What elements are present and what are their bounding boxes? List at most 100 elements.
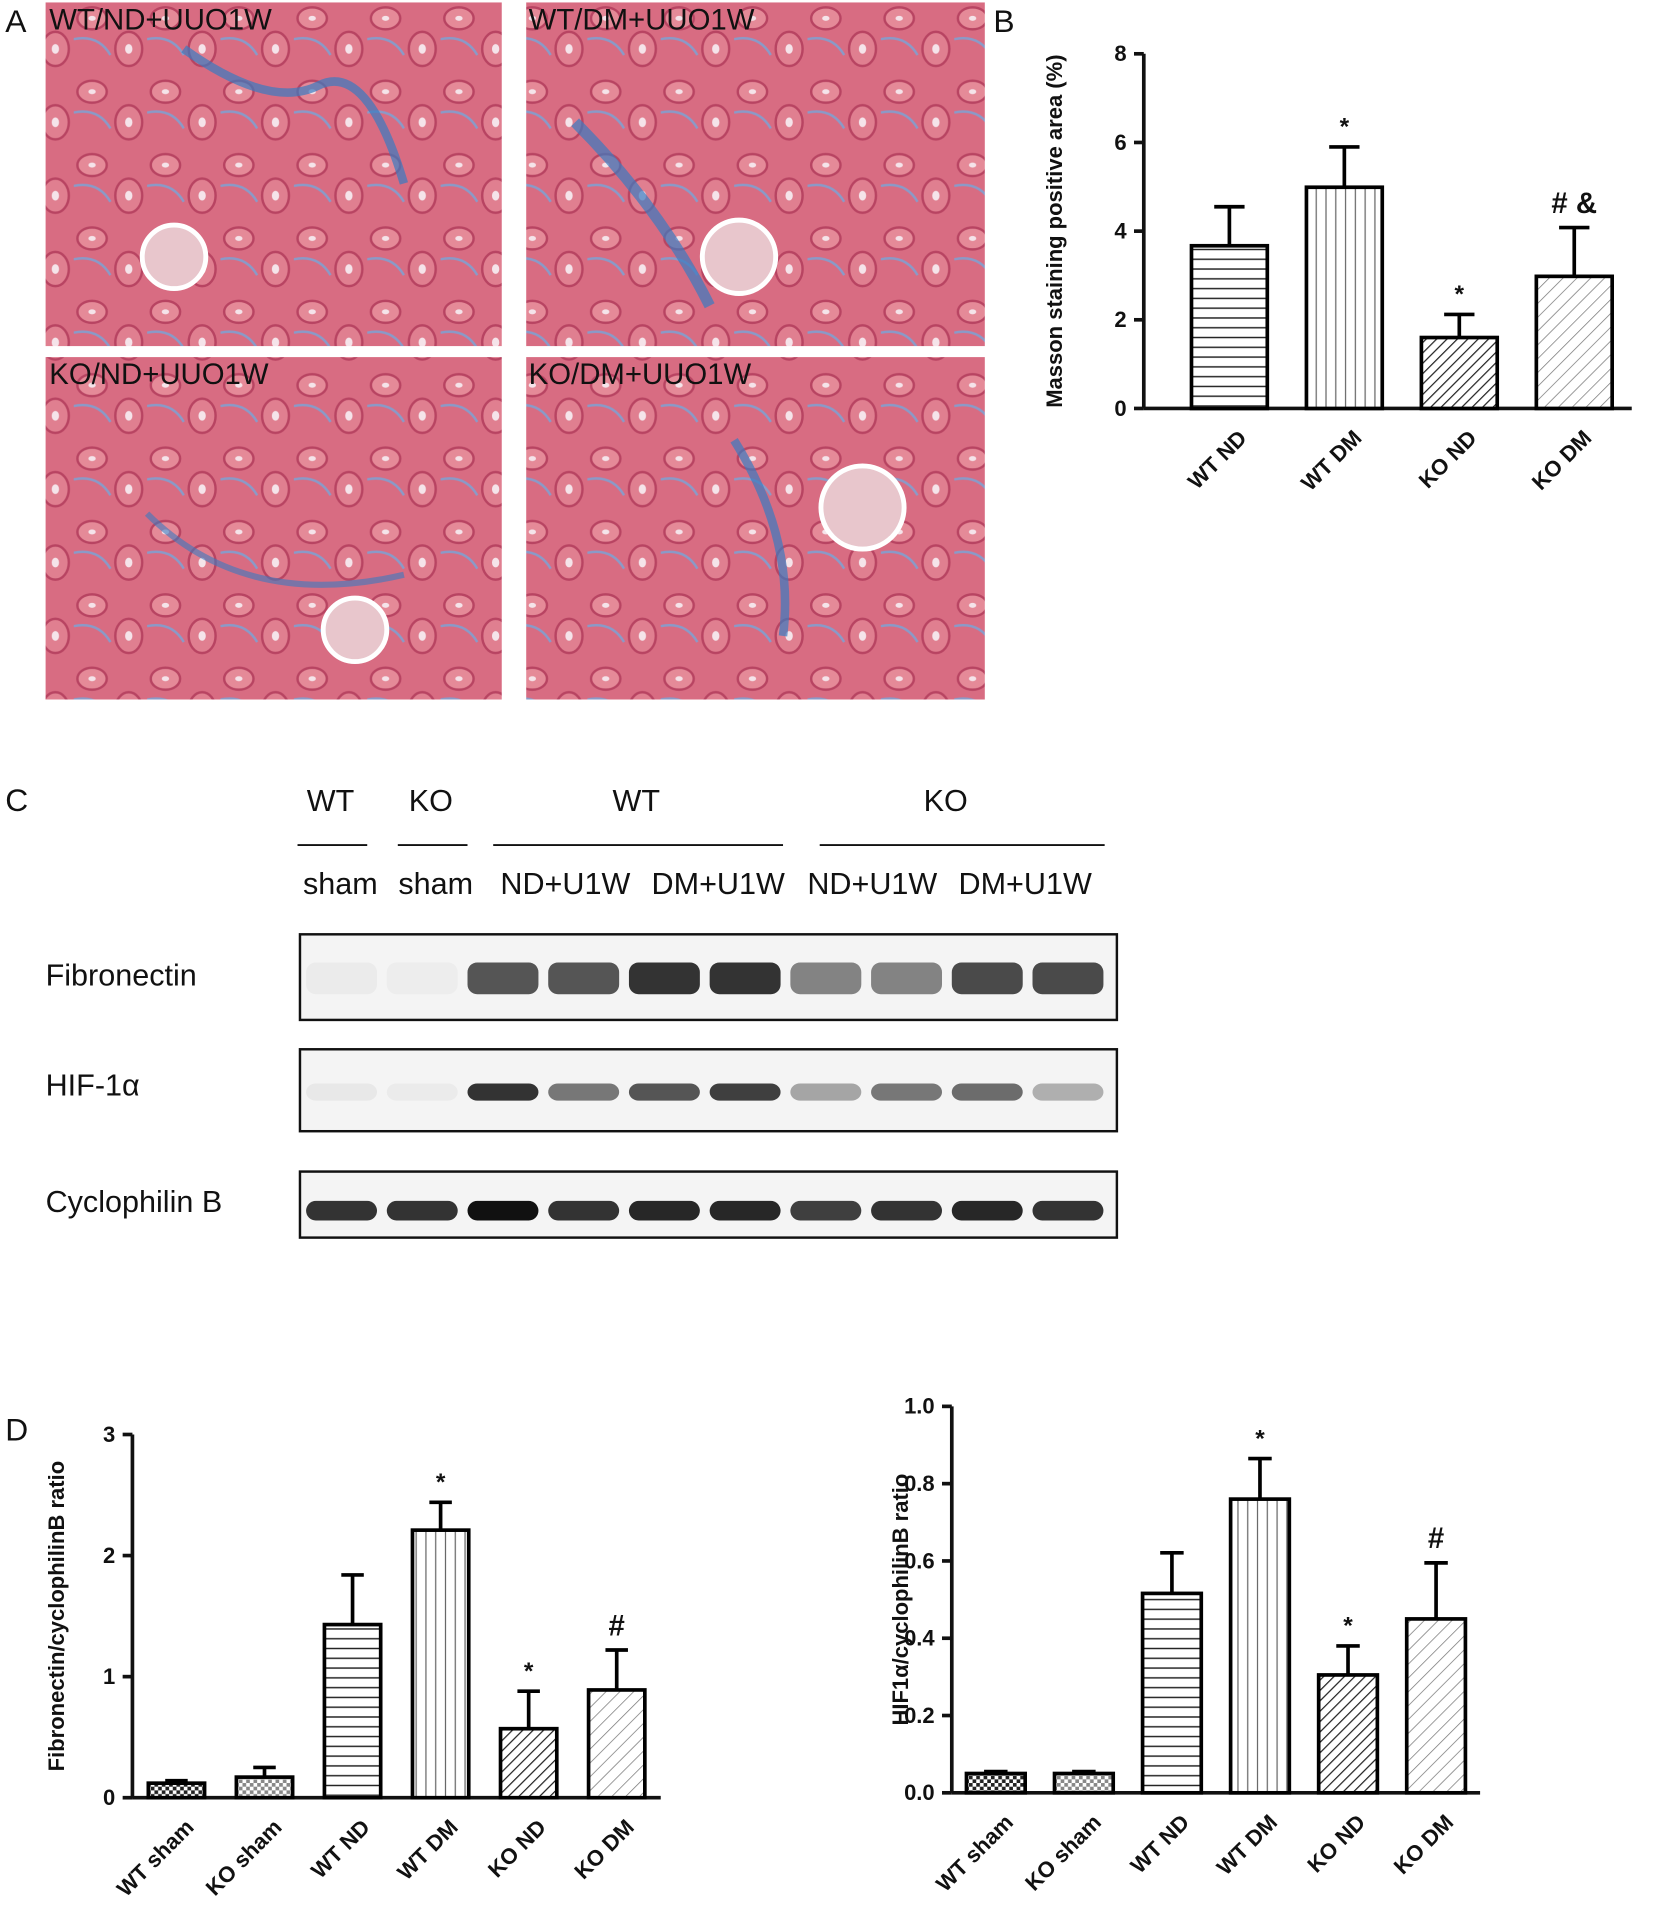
stain <box>144 511 405 588</box>
bar <box>146 1781 207 1800</box>
blot-band <box>386 1200 458 1221</box>
x-tick-label: KO DM <box>569 1814 639 1884</box>
bar <box>1534 274 1615 411</box>
bar-chart: 0 1 2 3 Fibronectin/cyclophilinB ratio WT sha… <box>44 1422 661 1901</box>
x-tick-label: WT DM <box>1212 1810 1282 1880</box>
bar <box>964 1771 1027 1795</box>
histology-label: KO/ND+UUO1W <box>49 358 269 391</box>
group-label: KO <box>924 784 968 818</box>
x-tick-label: KO sham <box>201 1814 287 1900</box>
histology-image <box>526 2 985 347</box>
blot-band <box>1032 1200 1104 1221</box>
x-tick-label: WT ND <box>306 1814 375 1883</box>
bar <box>1304 185 1385 411</box>
y-tick-label: 2 <box>1114 307 1126 332</box>
blot-band <box>548 1083 620 1101</box>
blot-band <box>1032 962 1104 995</box>
lane-label: ND+U1W <box>807 867 937 901</box>
bar <box>410 1528 471 1800</box>
x-tick-label: KO ND <box>1414 425 1482 493</box>
protein-label: Cyclophilin B <box>46 1185 223 1219</box>
blot-band <box>306 962 378 995</box>
blot-band <box>467 1083 539 1101</box>
x-tick-label: KO ND <box>1302 1810 1370 1878</box>
x-tick-label: KO DM <box>1527 425 1597 495</box>
histology-label: WT/ND+UUO1W <box>49 3 272 36</box>
panel-label: A <box>5 3 27 39</box>
x-tick-label: WT DM <box>1296 425 1366 495</box>
y-axis-label: Fibronectin/cyclophilinB ratio <box>44 1461 69 1771</box>
blot-band <box>871 1200 943 1221</box>
y-tick-label: 2 <box>103 1543 115 1568</box>
histology-image <box>526 357 985 700</box>
blot-band <box>306 1200 378 1221</box>
blot-band <box>951 1200 1023 1221</box>
blot-band <box>790 962 862 995</box>
stain <box>571 118 715 309</box>
panel-label: B <box>993 3 1014 39</box>
stain <box>181 45 409 185</box>
y-tick-label: 0.2 <box>904 1703 935 1728</box>
group-label: WT <box>307 784 355 818</box>
y-tick-label: 4 <box>1114 218 1127 243</box>
lane-label: ND+U1W <box>500 867 630 901</box>
x-tick-label: KO ND <box>483 1814 551 1882</box>
histology-image <box>45 357 502 700</box>
lane-label: sham <box>303 867 378 901</box>
blot-band <box>790 1083 862 1101</box>
y-tick-label: 0 <box>1114 396 1126 421</box>
blot-band <box>628 1083 700 1101</box>
bar <box>1140 1591 1204 1795</box>
significance-label: * <box>1255 1425 1265 1452</box>
y-tick-label: 3 <box>103 1422 115 1447</box>
bar <box>1404 1617 1468 1795</box>
x-tick-label: WT DM <box>392 1814 462 1884</box>
blot-band <box>790 1200 862 1221</box>
blot-band <box>871 1083 943 1101</box>
x-tick-label: KO sham <box>1020 1810 1106 1896</box>
panel-label: D <box>5 1412 28 1448</box>
histology-grid: WT/ND+UUO1W WT/DM+UUO1W KO/ND+UUO1W KO/D… <box>45 2 985 700</box>
bar <box>498 1726 559 1800</box>
x-tick-label: WT sham <box>112 1814 199 1901</box>
blot-band <box>871 962 943 995</box>
western-blot: WT KO WT KO sham sham ND+U1W DM+U1W ND+U… <box>46 784 1119 1239</box>
blot-band <box>548 962 620 995</box>
x-tick-label: WT ND <box>1183 425 1252 494</box>
blot-band <box>628 1200 700 1221</box>
protein-label: HIF-1α <box>46 1069 140 1103</box>
lane-label: DM+U1W <box>652 867 785 901</box>
blot-band <box>951 1083 1023 1101</box>
blot-band <box>709 1083 781 1101</box>
glomerulus <box>320 595 390 665</box>
significance-label: # <box>609 1609 625 1642</box>
histology-image <box>45 2 502 347</box>
blot-band <box>467 962 539 995</box>
y-axis-label: Masson staining positive area (%) <box>1042 54 1067 407</box>
blot-band <box>467 1200 539 1221</box>
significance-label: * <box>524 1658 534 1685</box>
y-tick-label: 0.8 <box>904 1471 935 1496</box>
blot-band <box>548 1200 620 1221</box>
y-axis-label: HIF1α/cyclophilinB ratio <box>888 1474 913 1726</box>
y-tick-label: 6 <box>1114 130 1126 155</box>
protein-label: Fibronectin <box>46 959 197 993</box>
bar <box>586 1688 647 1800</box>
x-tick-label: WT sham <box>931 1810 1018 1897</box>
y-tick-label: 0.0 <box>904 1780 935 1805</box>
bar <box>1419 335 1500 411</box>
y-tick-label: 1 <box>103 1664 115 1689</box>
significance-label: * <box>1455 281 1465 308</box>
significance-label: # & <box>1551 187 1597 220</box>
x-tick-label: KO DM <box>1389 1810 1459 1880</box>
significance-label: * <box>1340 114 1350 141</box>
x-tick-label: WT ND <box>1125 1810 1194 1879</box>
y-tick-label: 0 <box>103 1785 115 1810</box>
y-tick-label: 8 <box>1114 41 1126 66</box>
y-tick-label: 0.4 <box>904 1626 935 1651</box>
bar <box>1052 1771 1116 1795</box>
stain <box>730 437 790 637</box>
blot-band <box>386 1083 458 1101</box>
lane-label: DM+U1W <box>959 867 1092 901</box>
